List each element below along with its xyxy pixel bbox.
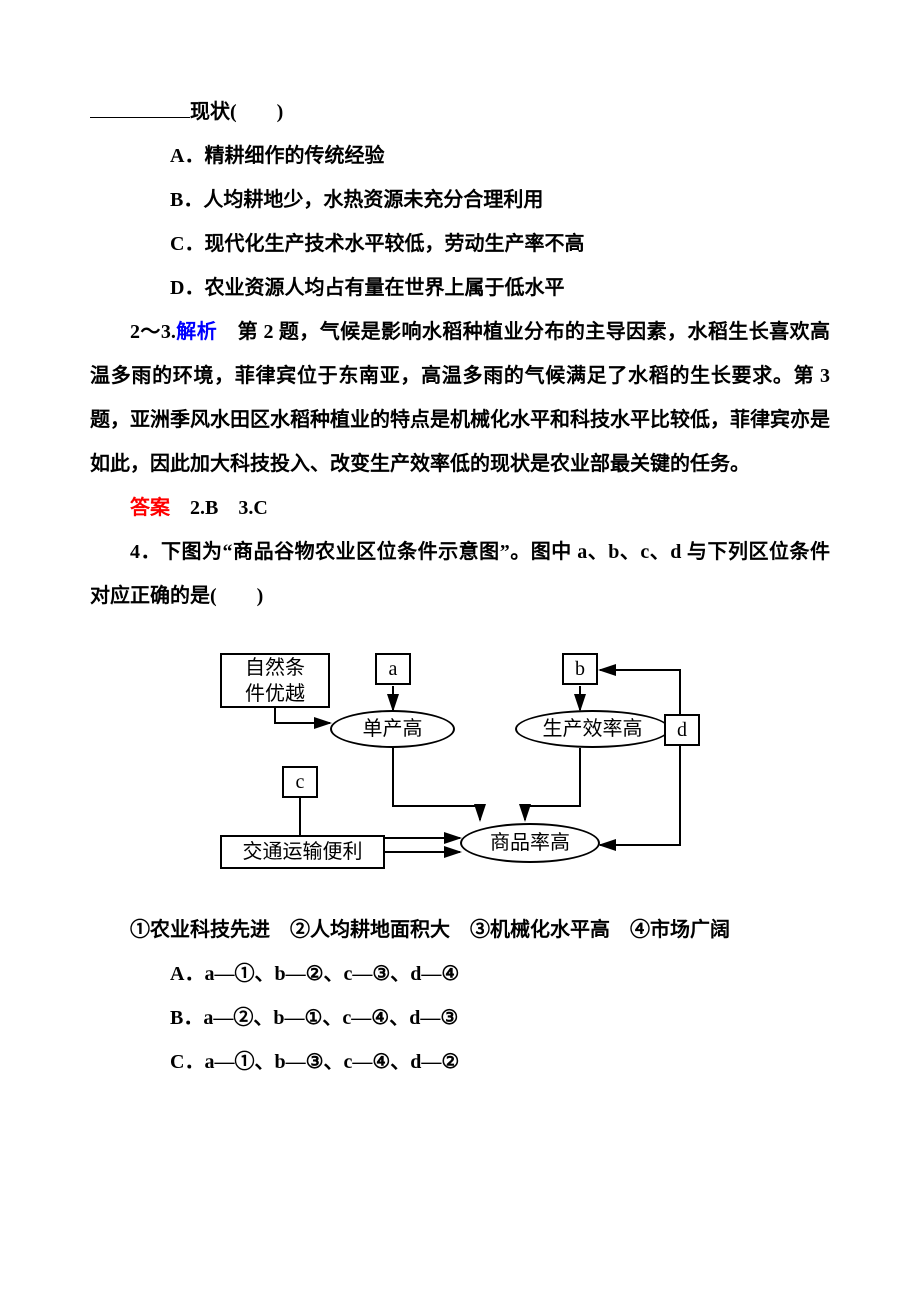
- node-c: c: [282, 766, 318, 798]
- node-d: d: [664, 714, 700, 746]
- answer-label: 答案: [130, 497, 170, 519]
- q-option-a: A．精耕细作的传统经验: [90, 134, 830, 178]
- q4-stem: 4．下图为“商品谷物农业区位条件示意图”。图中 a、b、c、d 与下列区位条件对…: [90, 530, 830, 618]
- answer-block: 答案 2.B 3.C: [90, 486, 830, 530]
- q4-option-c: C．a—①、b—③、c—④、d—②: [90, 1040, 830, 1084]
- blank-line: [90, 106, 190, 118]
- q4-conds-text: ①农业科技先进 ②人均耕地面积大 ③机械化水平高 ④市场广阔: [130, 919, 730, 941]
- q-option-c: C．现代化生产技术水平较低，劳动生产率不高: [90, 222, 830, 266]
- analysis-text: 第 2 题，气候是影响水稻种植业分布的主导因素，水稻生长喜欢高温多雨的环境，菲律…: [90, 321, 830, 475]
- analysis-label: 解析: [176, 321, 217, 343]
- node-natural: 自然条 件优越: [220, 653, 330, 708]
- q4-option-b: B．a—②、b—①、c—④、d—③: [90, 996, 830, 1040]
- analysis-block: 2～3.解析 第 2 题，气候是影响水稻种植业分布的主导因素，水稻生长喜欢高温多…: [90, 310, 830, 486]
- question-fragment: 现状( ): [90, 90, 830, 134]
- node-commodity: 商品率高: [460, 823, 600, 863]
- q-option-d: D．农业资源人均占有量在世界上属于低水平: [90, 266, 830, 310]
- node-a: a: [375, 653, 411, 685]
- q-option-b: B．人均耕地少，水热资源未充分合理利用: [90, 178, 830, 222]
- node-trans: 交通运输便利: [220, 835, 385, 869]
- fragment-text: 现状( ): [190, 101, 283, 123]
- answer-text: 2.B 3.C: [170, 497, 268, 519]
- node-yield: 单产高: [330, 710, 455, 748]
- node-eff: 生产效率高: [515, 710, 670, 748]
- q4-option-a: A．a—①、b—②、c—③、d—④: [90, 952, 830, 996]
- node-b: b: [562, 653, 598, 685]
- analysis-nums: 2～3.: [130, 321, 176, 343]
- q4-conditions: ①农业科技先进 ②人均耕地面积大 ③机械化水平高 ④市场广阔: [90, 908, 830, 952]
- diagram: 自然条 件优越 a b 单产高 生产效率高 d c 交通运输便利 商品率高: [180, 638, 740, 888]
